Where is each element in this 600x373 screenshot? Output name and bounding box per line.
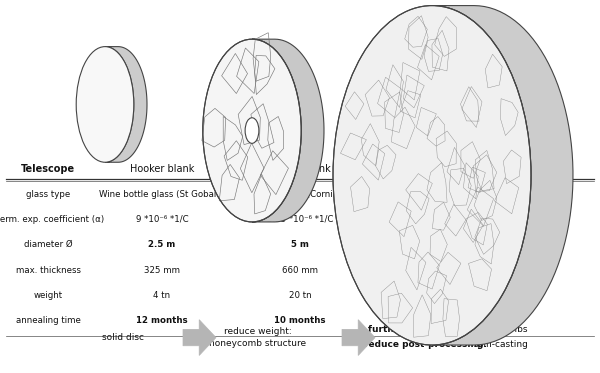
Text: 660 mm: 660 mm [282, 266, 318, 275]
Text: further reduce weight:: further reduce weight: [368, 325, 484, 334]
Text: E6 Borosilicate Glass (Ohara Inc): E6 Borosilicate Glass (Ohara Inc) [388, 189, 530, 198]
Text: Hooker blank: Hooker blank [130, 164, 194, 174]
Text: 9 *10⁻⁶ *1/C: 9 *10⁻⁶ *1/C [136, 215, 188, 224]
Polygon shape [432, 6, 573, 345]
Text: 2.5 m: 2.5 m [148, 240, 176, 249]
Text: 3 months: 3 months [436, 316, 482, 325]
Text: 16 tn: 16 tn [448, 291, 470, 300]
Ellipse shape [333, 6, 531, 345]
Text: 12 months: 12 months [136, 316, 188, 325]
Text: Giant Magellan blank: Giant Magellan blank [407, 164, 511, 174]
Text: weight: weight [34, 291, 62, 300]
Text: spin-casting: spin-casting [473, 340, 529, 349]
Text: reduce weight:
honeycomb structure: reduce weight: honeycomb structure [209, 327, 307, 348]
Ellipse shape [76, 47, 134, 162]
Text: Wine bottle glass (St Gobain): Wine bottle glass (St Gobain) [99, 189, 225, 198]
Text: glass type: glass type [26, 189, 70, 198]
Text: solid disc: solid disc [102, 333, 144, 342]
Polygon shape [105, 47, 147, 162]
Text: therm. exp. coefficient (α): therm. exp. coefficient (α) [0, 215, 104, 224]
Text: reduce post-processing:: reduce post-processing: [365, 340, 487, 349]
Text: 20 tn: 20 tn [289, 291, 311, 300]
Text: diameter Ø: diameter Ø [23, 240, 73, 249]
Text: 2.8 *10⁻⁶ *1/C: 2.8 *10⁻⁶ *1/C [428, 215, 490, 224]
Text: 8.4 m: 8.4 m [445, 240, 473, 249]
Polygon shape [342, 320, 375, 355]
Text: annealing time: annealing time [16, 316, 80, 325]
Text: 3.25 *10⁻⁶ *1/C: 3.25 *10⁻⁶ *1/C [267, 215, 333, 224]
Text: max. thickness: max. thickness [16, 266, 80, 275]
Ellipse shape [203, 39, 301, 222]
Ellipse shape [245, 118, 259, 143]
Text: 4 tn: 4 tn [154, 291, 170, 300]
Text: 5 m: 5 m [291, 240, 309, 249]
Text: thinner ribs: thinner ribs [475, 325, 527, 334]
Polygon shape [183, 320, 216, 355]
Text: 325 mm: 325 mm [144, 266, 180, 275]
Text: Pyrex Glass (Corning): Pyrex Glass (Corning) [254, 189, 346, 198]
Polygon shape [252, 39, 324, 222]
Text: Hale-1 blank: Hale-1 blank [269, 164, 331, 174]
Text: Telescope: Telescope [21, 164, 75, 174]
Text: 894 mm: 894 mm [441, 266, 477, 275]
Text: 10 months: 10 months [274, 316, 326, 325]
